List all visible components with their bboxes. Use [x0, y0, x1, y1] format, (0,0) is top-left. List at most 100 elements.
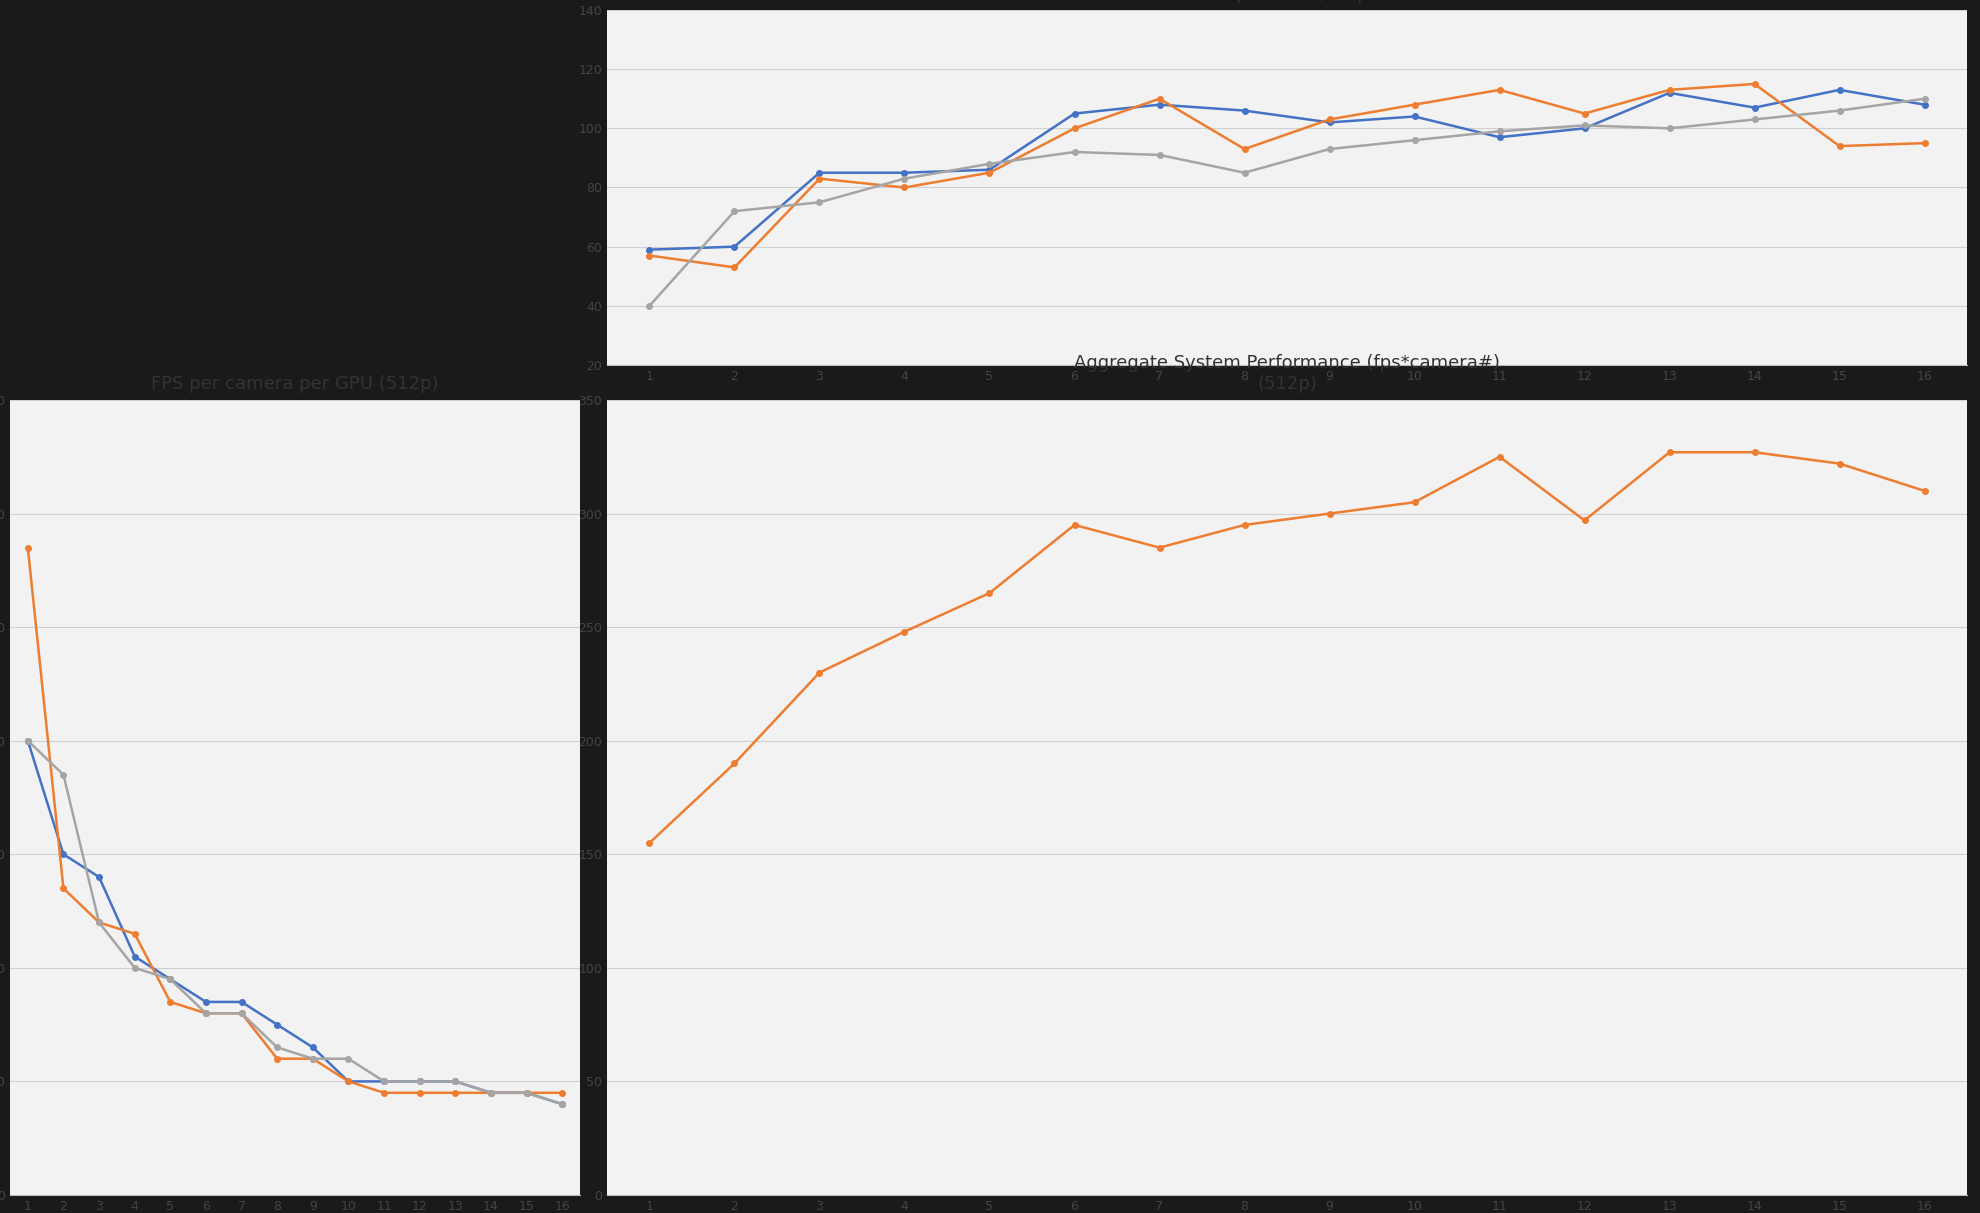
GPU1 total	[1911, 136, 1934, 150]
GPU0 per camera	[337, 1075, 360, 1089]
GPU0 total	[1742, 101, 1766, 115]
GPU1 total	[1487, 82, 1511, 97]
GPU1 total	[1828, 138, 1851, 153]
GPU2 per camera	[16, 734, 40, 748]
GPU1 per camera	[515, 1086, 539, 1100]
Title: FPS per camera per GPU (512p): FPS per camera per GPU (512p)	[150, 375, 440, 393]
GPU2 per camera	[515, 1086, 539, 1100]
Aggregate System Performance (fps*camera#)	[1828, 456, 1851, 471]
Title: FPS per GPU (512p): FPS per GPU (512p)	[1198, 0, 1376, 2]
GPU0 per camera	[372, 1075, 396, 1089]
Legend: GPU0 total, GPU1 total, GPU2 total: GPU0 total, GPU1 total, GPU2 total	[952, 414, 1295, 437]
Aggregate System Performance (fps*camera#)	[1317, 506, 1340, 520]
GPU1 per camera	[301, 1052, 325, 1066]
Aggregate System Performance (fps*camera#)	[1742, 445, 1766, 460]
GPU0 per camera	[515, 1086, 539, 1100]
GPU2 total	[1146, 148, 1170, 163]
GPU2 per camera	[408, 1075, 432, 1089]
GPU2 per camera	[158, 972, 182, 986]
GPU0 per camera	[301, 1040, 325, 1054]
GPU0 total	[1911, 97, 1934, 112]
Line: GPU2 per camera: GPU2 per camera	[26, 738, 564, 1107]
GPU1 per camera	[265, 1052, 289, 1066]
GPU2 per camera	[337, 1052, 360, 1066]
Aggregate System Performance (fps*camera#)	[1402, 495, 1426, 509]
GPU0 total	[808, 165, 832, 180]
GPU2 total	[1487, 124, 1511, 138]
GPU1 total	[1402, 97, 1426, 112]
GPU1 total	[723, 260, 746, 274]
GPU2 total	[1317, 142, 1340, 156]
GPU0 per camera	[123, 950, 147, 964]
GPU0 total	[1487, 130, 1511, 144]
GPU1 total	[1572, 107, 1596, 121]
Aggregate System Performance (fps*camera#)	[893, 625, 917, 639]
GPU0 total	[1232, 103, 1255, 118]
GPU1 per camera	[337, 1075, 360, 1089]
Aggregate System Performance (fps*camera#)	[1232, 518, 1255, 533]
GPU2 per camera	[194, 1006, 218, 1020]
GPU2 total	[1572, 118, 1596, 132]
Aggregate System Performance (fps*camera#)	[1572, 513, 1596, 528]
Aggregate System Performance (fps*camera#)	[1657, 445, 1681, 460]
Aggregate System Performance (fps*camera#)	[1911, 484, 1934, 499]
GPU1 per camera	[194, 1006, 218, 1020]
Line: GPU1 total: GPU1 total	[645, 81, 1927, 270]
GPU1 total	[1742, 76, 1766, 91]
GPU2 total	[1061, 144, 1085, 159]
GPU1 per camera	[479, 1086, 503, 1100]
GPU0 per camera	[408, 1075, 432, 1089]
GPU0 total	[1402, 109, 1426, 124]
GPU0 per camera	[16, 734, 40, 748]
GPU1 per camera	[550, 1086, 574, 1100]
Aggregate System Performance (fps*camera#)	[1146, 540, 1170, 554]
GPU1 total	[893, 181, 917, 195]
Title: Aggregate System Performance (fps*camera#)
(512p): Aggregate System Performance (fps*camera…	[1073, 354, 1499, 393]
GPU2 total	[1657, 121, 1681, 136]
GPU1 per camera	[51, 881, 75, 895]
GPU0 total	[723, 239, 746, 254]
GPU0 total	[638, 243, 661, 257]
GPU0 per camera	[230, 995, 253, 1009]
GPU0 total	[1146, 97, 1170, 112]
GPU2 total	[1911, 91, 1934, 106]
GPU1 total	[1657, 82, 1681, 97]
GPU2 per camera	[51, 768, 75, 782]
GPU0 total	[1061, 107, 1085, 121]
GPU1 per camera	[16, 540, 40, 554]
GPU0 per camera	[51, 847, 75, 861]
GPU2 total	[1232, 165, 1255, 180]
GPU1 per camera	[123, 927, 147, 941]
Line: GPU2 total: GPU2 total	[645, 96, 1927, 308]
GPU2 per camera	[479, 1086, 503, 1100]
Aggregate System Performance (fps*camera#)	[1487, 450, 1511, 465]
GPU1 per camera	[444, 1086, 467, 1100]
GPU2 per camera	[444, 1075, 467, 1089]
GPU2 total	[1742, 112, 1766, 126]
Aggregate System Performance (fps*camera#)	[976, 586, 1000, 600]
GPU2 per camera	[123, 961, 147, 975]
GPU0 total	[1572, 121, 1596, 136]
GPU0 total	[1317, 115, 1340, 130]
GPU0 per camera	[265, 1018, 289, 1032]
GPU1 total	[1146, 91, 1170, 106]
Aggregate System Performance (fps*camera#)	[1061, 518, 1085, 533]
GPU0 total	[1828, 82, 1851, 97]
GPU1 total	[638, 249, 661, 263]
Aggregate System Performance (fps*camera#)	[723, 756, 746, 770]
GPU2 per camera	[230, 1006, 253, 1020]
GPU1 per camera	[408, 1086, 432, 1100]
GPU2 total	[893, 171, 917, 186]
GPU0 per camera	[194, 995, 218, 1009]
GPU1 total	[1061, 121, 1085, 136]
Line: GPU0 total: GPU0 total	[645, 87, 1927, 252]
GPU1 per camera	[230, 1006, 253, 1020]
GPU1 total	[1317, 112, 1340, 126]
GPU0 per camera	[158, 972, 182, 986]
GPU2 total	[723, 204, 746, 218]
GPU1 per camera	[372, 1086, 396, 1100]
GPU1 total	[976, 165, 1000, 180]
GPU2 total	[1402, 133, 1426, 148]
GPU2 total	[808, 195, 832, 210]
GPU2 per camera	[87, 915, 111, 929]
